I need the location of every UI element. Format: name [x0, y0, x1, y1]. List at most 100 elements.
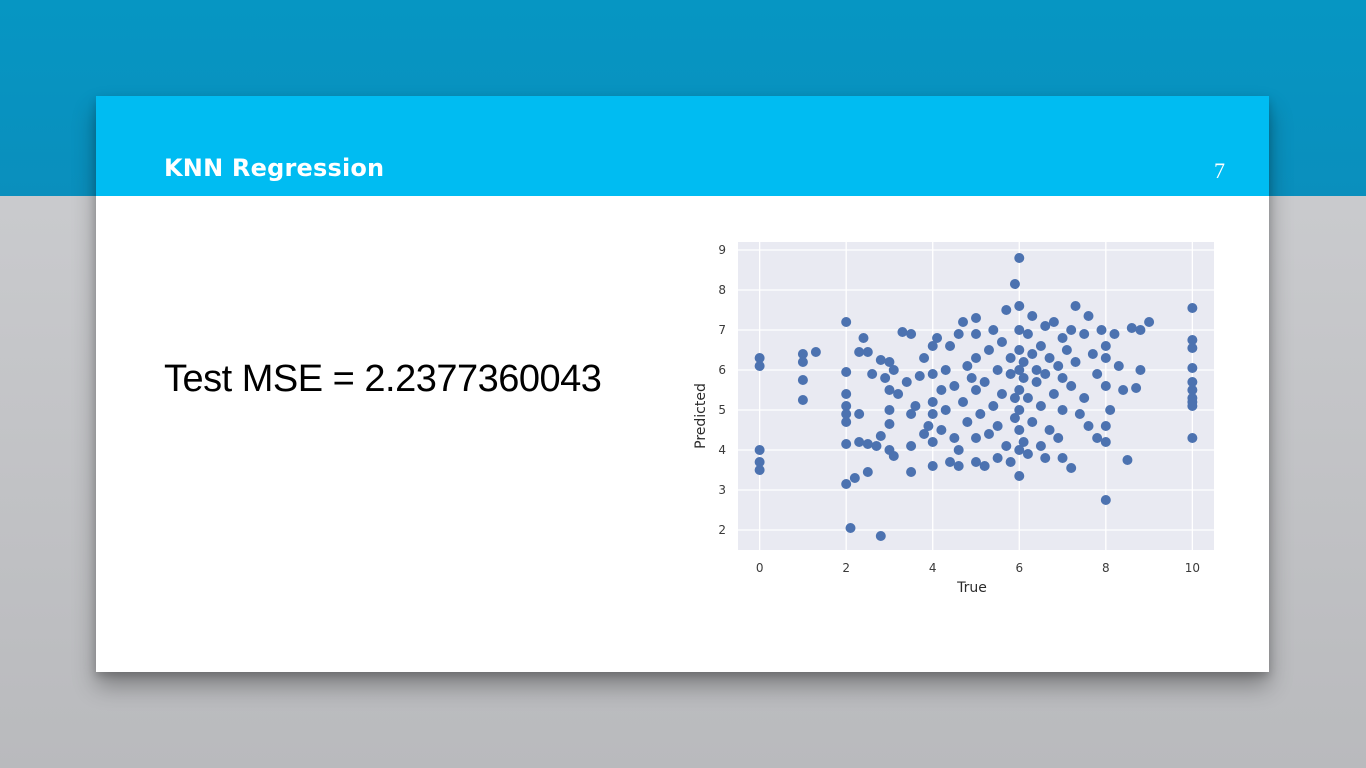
scatter-point [1079, 393, 1090, 403]
scatter-point [1187, 303, 1198, 313]
scatter-point [927, 409, 938, 419]
y-axis-label: Predicted [693, 383, 709, 449]
y-tick-label: 4 [718, 443, 726, 457]
test-mse-text: Test MSE = 2.2377360043 [164, 358, 602, 400]
scatter-point [854, 409, 865, 419]
scatter-point [1118, 385, 1129, 395]
scatter-point [754, 353, 765, 363]
x-axis-label: True [956, 580, 987, 596]
scatter-point [1070, 357, 1081, 367]
scatter-point [1057, 405, 1068, 415]
scatter-point [1035, 341, 1046, 351]
scatter-point [906, 467, 917, 477]
plot-area [738, 242, 1214, 550]
scatter-point [841, 439, 852, 449]
scatter-point [1018, 437, 1029, 447]
scatter-point [983, 429, 994, 439]
scatter-point [1100, 381, 1111, 391]
scatter-point [841, 417, 852, 427]
scatter-point [962, 417, 973, 427]
scatter-point [996, 337, 1007, 347]
scatter-point [1057, 333, 1068, 343]
scatter-point [1187, 385, 1198, 395]
scatter-point [1057, 453, 1068, 463]
scatter-point [1035, 401, 1046, 411]
scatter-point [841, 367, 852, 377]
y-tick-label: 3 [718, 483, 726, 497]
scatter-point [1027, 417, 1038, 427]
scatter-point [1022, 329, 1033, 339]
scatter-point [1187, 401, 1198, 411]
scatter-point [1014, 345, 1025, 355]
scatter-point [888, 365, 899, 375]
scatter-point [849, 473, 860, 483]
scatter-point [1040, 369, 1051, 379]
scatter-point [875, 355, 886, 365]
scatter-point [919, 429, 930, 439]
x-tick-label: 6 [1015, 561, 1023, 575]
scatter-point [1187, 433, 1198, 443]
scatter-point [884, 405, 895, 415]
scatter-point [983, 345, 994, 355]
scatter-point [962, 361, 973, 371]
scatter-chart: 0 2 4 6 8 10 2 3 4 5 6 7 8 9 True Predicted [690, 236, 1230, 600]
scatter-point [841, 401, 852, 411]
slide: KNN Regression 7 Test MSE = 2.2377360043… [96, 96, 1269, 672]
scatter-point [901, 377, 912, 387]
scatter-point [1100, 495, 1111, 505]
scatter-point [1092, 369, 1103, 379]
x-tick-label: 2 [842, 561, 850, 575]
scatter-point [1048, 389, 1059, 399]
scatter-point [971, 385, 981, 395]
scatter-point [754, 445, 765, 455]
scatter-point [949, 433, 960, 443]
scatter-point [1087, 349, 1098, 359]
scatter-point [1009, 393, 1020, 403]
scatter-point [1009, 279, 1020, 289]
scatter-point [1079, 329, 1090, 339]
scatter-point [1092, 433, 1103, 443]
scatter-point [862, 347, 873, 357]
scatter-point [927, 397, 938, 407]
scatter-point [1135, 325, 1146, 335]
scatter-point [1066, 381, 1077, 391]
scatter-point [1040, 321, 1051, 331]
x-tick-label: 10 [1185, 561, 1200, 575]
scatter-point [949, 381, 960, 391]
scatter-point [940, 365, 951, 375]
scatter-point [958, 317, 969, 327]
scatter-point [841, 389, 852, 399]
scatter-point [1027, 349, 1038, 359]
scatter-point [971, 329, 981, 339]
scatter-point [1044, 353, 1055, 363]
scatter-point [845, 523, 856, 533]
scatter-point [797, 395, 808, 405]
scatter-point [1122, 455, 1133, 465]
scatter-point [1074, 409, 1085, 419]
scatter-point [1109, 329, 1120, 339]
y-tick-label: 5 [718, 403, 726, 417]
scatter-point [906, 329, 917, 339]
scatter-point [945, 457, 956, 467]
scatter-point [875, 431, 886, 441]
scatter-point [871, 441, 882, 451]
scatter-point [971, 433, 981, 443]
scatter-point [1001, 441, 1012, 451]
scatter-point [992, 421, 1003, 431]
scatter-point [1014, 253, 1025, 263]
scatter-point [932, 333, 943, 343]
scatter-point [1053, 361, 1064, 371]
x-tick-label: 4 [929, 561, 937, 575]
scatter-point [1057, 373, 1068, 383]
y-tick-label: 7 [718, 323, 726, 337]
scatter-point [1113, 361, 1124, 371]
scatter-point [1048, 317, 1059, 327]
scatter-point [940, 405, 951, 415]
scatter-point [992, 453, 1003, 463]
scatter-point [1187, 377, 1198, 387]
scatter-point [971, 457, 981, 467]
scatter-point [1061, 345, 1072, 355]
scatter-point [910, 401, 921, 411]
scatter-point [1014, 445, 1025, 455]
scatter-point [1014, 471, 1025, 481]
